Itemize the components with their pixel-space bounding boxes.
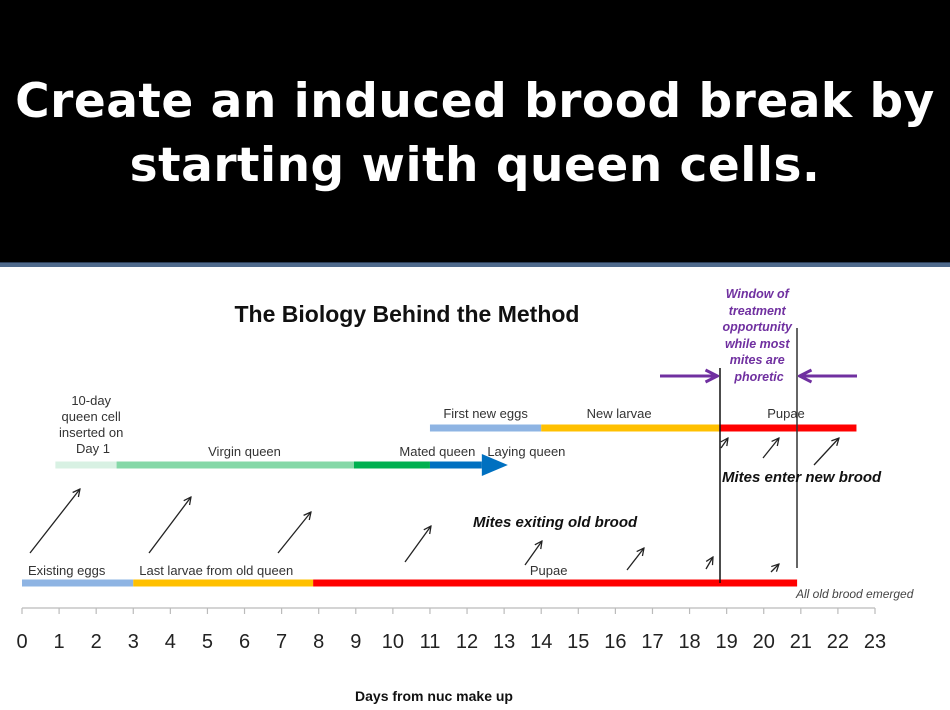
mite-arrow-icon: [705, 557, 713, 570]
all-emerged-label: All old brood emerged: [795, 587, 914, 601]
mite-arrow-icon: [524, 541, 542, 566]
slide-title: Create an induced brood break by startin…: [0, 70, 950, 198]
header-divider: [0, 262, 950, 267]
mite-arrow-icon: [404, 526, 431, 563]
segment-label: Pupae: [767, 406, 805, 421]
segment-label: Laying queen: [487, 444, 565, 459]
x-tick-label: 1: [54, 631, 65, 653]
bar-old_brood-eggs: [22, 579, 134, 587]
bar-new_brood-larvae: [541, 424, 720, 432]
x-axis: 0 1 2 3 4 5 6 7 8 9 10 11 12 13 14 15 16 17 18 19 20 21 22 23: [16, 607, 886, 653]
laying-queen-arrowhead-icon: [481, 454, 508, 476]
window-annotation: Window of treatment opportunity while mo…: [723, 287, 796, 384]
bar-queen-mated-queen: [353, 461, 430, 469]
x-tick-label: 3: [128, 631, 139, 653]
mite-arrow-icon: [720, 438, 728, 449]
bar-queen-virgin-queen: [116, 461, 354, 469]
bar-new_brood-eggs: [429, 424, 542, 432]
x-tick-label: 5: [202, 631, 213, 653]
slide-title-line-2: starting with queen cells.: [129, 138, 821, 193]
x-tick-label: 4: [165, 631, 176, 653]
segment-label: Mated queen: [399, 444, 475, 459]
queen-cell-label: 10-day queen cell inserted on Day 1: [59, 393, 127, 456]
mites-exiting-label: Mites exiting old brood: [473, 514, 638, 531]
x-tick-label: 20: [753, 631, 775, 653]
x-tick-label: 6: [239, 631, 250, 653]
mite-arrow-icon: [626, 548, 644, 571]
x-tick-label: 7: [276, 631, 287, 653]
slide-header: [0, 0, 950, 262]
mite-arrow-icon: [770, 564, 779, 573]
x-tick-label: 8: [313, 631, 324, 653]
mites-entering-label: Mites enter new brood: [722, 469, 882, 486]
x-tick-label: 11: [420, 631, 441, 653]
mite-arrows: [29, 438, 839, 573]
mite-arrow-icon: [813, 438, 839, 466]
bar-new_brood-pupae: [719, 424, 857, 432]
bar-old_brood-pupae: [313, 579, 798, 587]
segment-label: New larvae: [587, 406, 652, 421]
x-tick-label: 23: [864, 631, 886, 653]
segment-label: Existing eggs: [28, 563, 106, 578]
x-tick-label: 9: [350, 631, 361, 653]
segment-label: Pupae: [530, 563, 568, 578]
x-axis-label: Days from nuc make up: [355, 688, 513, 704]
x-tick-label: 16: [604, 631, 626, 653]
mite-arrow-icon: [29, 489, 80, 554]
x-tick-label: 17: [641, 631, 663, 653]
x-tick-label: 13: [493, 631, 515, 653]
segment-label: First new eggs: [443, 406, 528, 421]
segment-labels: Virgin queen Mated queen Laying queen First…: [28, 406, 805, 578]
mite-arrow-icon: [277, 512, 311, 554]
bar-queen-queen-cell: [55, 461, 117, 469]
x-tick-label: 21: [790, 631, 812, 653]
segment-label: Last larvae from old queen: [139, 563, 293, 578]
x-tick-label: 0: [16, 631, 27, 653]
x-tick-label: 18: [678, 631, 700, 653]
slide-title-line-1: Create an induced brood break by: [15, 74, 935, 129]
segment-label: Virgin queen: [208, 444, 281, 459]
timeline-bars: [22, 424, 857, 587]
x-tick-label: 2: [91, 631, 102, 653]
bar-queen-laying-queen: [429, 461, 482, 469]
x-tick-label: 12: [456, 631, 478, 653]
x-tick-label: 14: [530, 631, 552, 653]
x-tick-label: 22: [827, 631, 849, 653]
x-tick-label: 10: [382, 631, 404, 653]
x-tick-label: 19: [716, 631, 738, 653]
x-tick-label: 15: [567, 631, 589, 653]
mite-arrow-icon: [762, 438, 779, 459]
diagram-title: The Biology Behind the Method: [235, 301, 580, 327]
mite-arrow-icon: [148, 497, 191, 554]
bar-old_brood-larvae: [133, 579, 314, 587]
